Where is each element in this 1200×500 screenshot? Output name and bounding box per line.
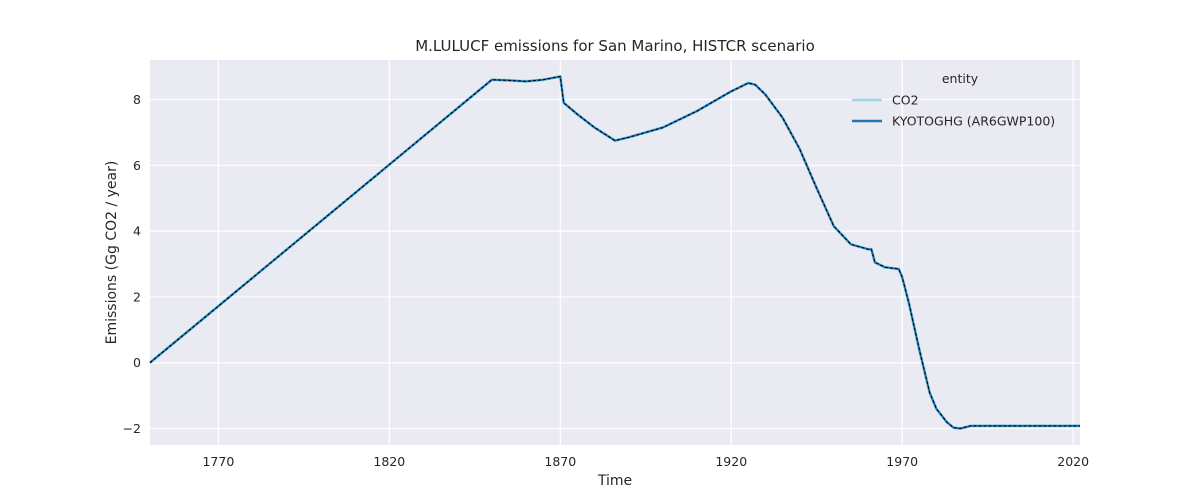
x-tick-label: 1820 [373,454,405,469]
series-line-overlay-dashed [149,75,1080,430]
legend-title: entity [942,71,979,86]
y-tick-label: 2 [133,289,141,304]
y-tick-label: 4 [133,224,141,239]
x-tick-label: 1970 [886,454,918,469]
y-axis-ticks: −2 0 2 4 6 8 [123,92,141,436]
plot-area [150,60,1080,445]
grid-lines [150,60,1080,445]
x-tick-label: 1770 [202,454,234,469]
y-axis-label: Emissions (Gg CO2 / year) [104,161,120,345]
series-layer [149,75,1080,430]
chart-title: M.LULUCF emissions for San Marino, HISTC… [415,37,815,55]
y-tick-label: 8 [133,92,141,107]
y-tick-label: 6 [133,158,141,173]
legend-entry-label: KYOTOGHG (AR6GWP100) [892,114,1055,129]
x-axis-ticks: 1770 1820 1870 1920 1970 2020 [202,454,1089,469]
y-tick-label: −2 [123,421,141,436]
y-tick-label: 0 [133,355,141,370]
legend-entry-label: CO2 [892,93,919,108]
x-tick-label: 2020 [1057,454,1089,469]
x-axis-label: Time [597,473,632,489]
legend: entity CO2 KYOTOGHG (AR6GWP100) [852,71,1055,129]
x-tick-label: 1870 [544,454,576,469]
x-tick-label: 1920 [715,454,747,469]
